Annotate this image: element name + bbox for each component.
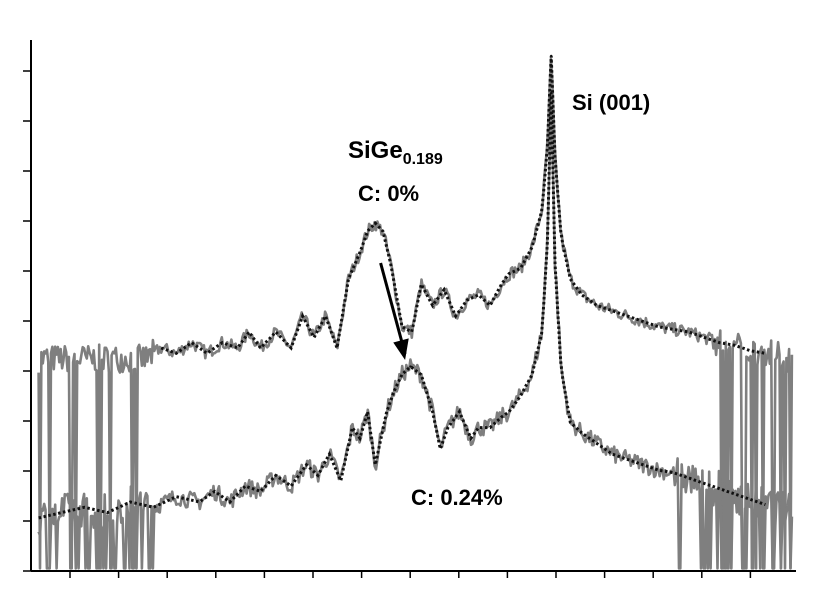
lower-peak-point <box>409 365 412 368</box>
curves <box>37 54 794 570</box>
arrow-shaft <box>379 262 407 355</box>
lower-peak-point <box>550 91 553 95</box>
upper-simulated-curve <box>160 55 766 356</box>
upper-peak-point <box>550 54 553 58</box>
phase-label-main: SiGe <box>348 137 403 164</box>
upper-peak-point <box>374 221 377 225</box>
phase-label: SiGe0.189 <box>348 137 443 168</box>
lower-condition-label: C: 0.24% <box>411 485 503 510</box>
lower-measured-curve <box>37 105 794 570</box>
phase-label-subscript: 0.189 <box>403 151 443 168</box>
lower-simulated-curve <box>38 93 766 520</box>
x-ticks <box>69 571 752 578</box>
upper-condition-label: C: 0% <box>358 181 419 206</box>
substrate-peak-label: Si (001) <box>572 90 650 115</box>
plot-frame <box>30 40 796 572</box>
y-ticks <box>23 70 31 572</box>
arrow-head <box>393 338 409 360</box>
shift-arrow <box>379 262 409 360</box>
